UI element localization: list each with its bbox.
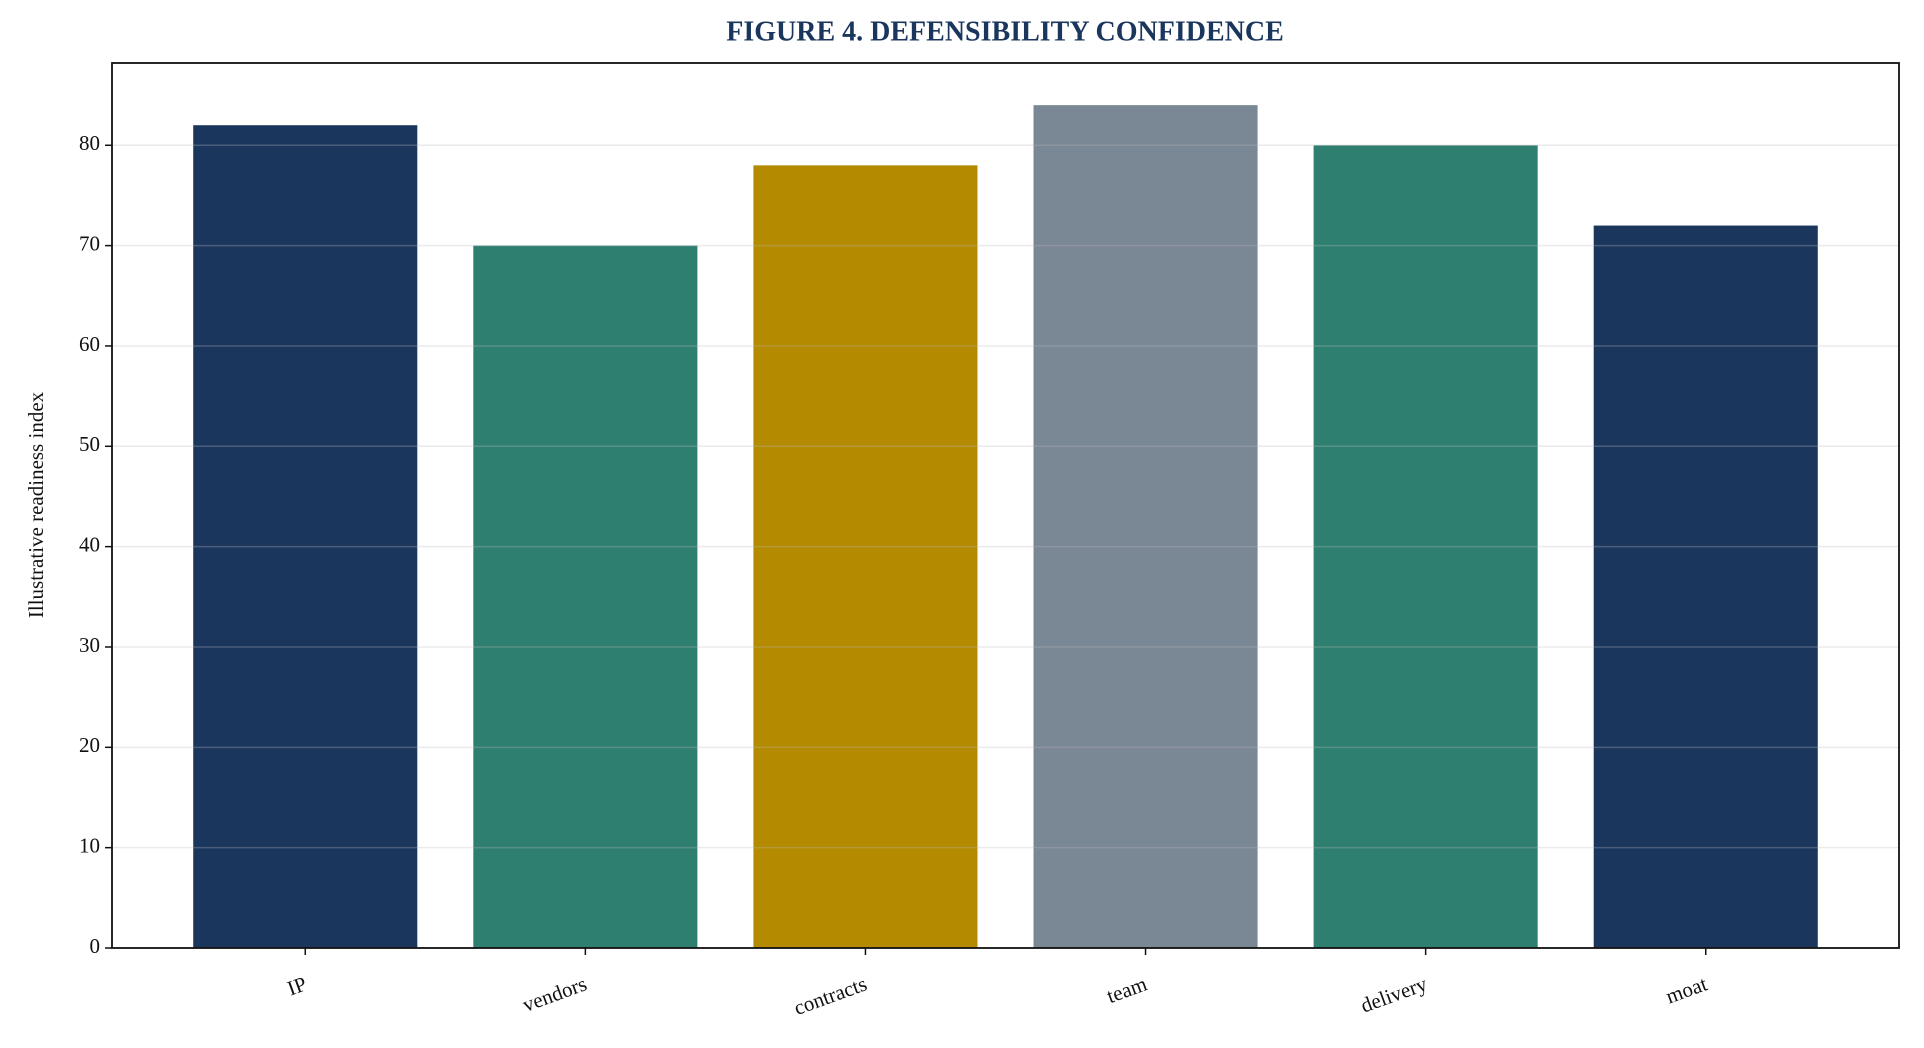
bar xyxy=(473,245,698,949)
y-tick-label: 30 xyxy=(79,633,100,657)
x-tick-label: contracts xyxy=(791,972,870,1020)
bar xyxy=(193,125,418,949)
x-tick-label: delivery xyxy=(1357,971,1430,1017)
x-tick-label: moat xyxy=(1663,971,1711,1008)
chart-title: FIGURE 4. DEFENSIBILITY CONFIDENCE xyxy=(726,16,1284,47)
bar xyxy=(753,165,978,949)
x-tick-label: IP xyxy=(284,972,310,1001)
bar xyxy=(1313,145,1538,948)
y-tick-label: 80 xyxy=(79,131,100,155)
y-tick-label: 0 xyxy=(90,934,101,958)
y-tick-label: 40 xyxy=(79,532,100,556)
y-tick-label: 70 xyxy=(79,231,100,255)
bar xyxy=(1593,225,1818,948)
y-tick-label: 50 xyxy=(79,432,100,456)
y-tick-label: 20 xyxy=(79,733,100,757)
x-tick-label: team xyxy=(1104,972,1151,1009)
bar xyxy=(1033,105,1258,948)
plot-frame xyxy=(111,62,1900,949)
x-tick-label: vendors xyxy=(519,972,590,1017)
y-axis-label: Illustrative readiness index xyxy=(24,391,48,618)
y-tick-label: 10 xyxy=(79,833,100,857)
y-tick-label: 60 xyxy=(79,332,100,356)
